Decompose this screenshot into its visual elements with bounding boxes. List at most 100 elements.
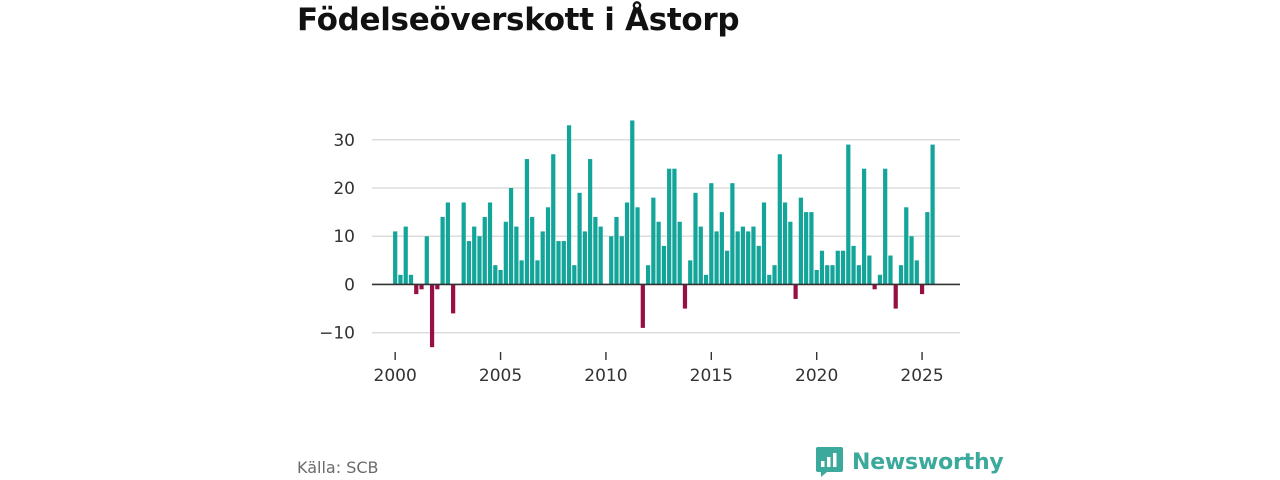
bar-positive xyxy=(582,231,587,285)
bar-positive xyxy=(551,154,556,285)
bar-positive xyxy=(798,197,803,285)
bar-positive xyxy=(466,241,472,285)
bar-positive xyxy=(746,231,751,285)
bar-positive xyxy=(614,216,619,285)
bar-positive xyxy=(503,221,508,285)
x-tick-label: 2015 xyxy=(690,366,733,386)
y-tick-label: 10 xyxy=(333,227,355,247)
bar-positive xyxy=(777,154,782,285)
bar-positive xyxy=(693,192,698,285)
bar-positive xyxy=(651,197,656,285)
bar-positive xyxy=(540,231,545,285)
bar-positive xyxy=(393,231,398,285)
x-tick-label: 2025 xyxy=(900,366,943,386)
bar-positive xyxy=(740,226,746,285)
bar-positive xyxy=(751,226,756,285)
bar-positive xyxy=(593,216,598,285)
bar-positive xyxy=(883,168,888,285)
brand-name: Newsworthy xyxy=(852,449,1004,475)
bar-positive xyxy=(756,245,761,285)
bar-positive xyxy=(846,144,851,285)
bar-positive xyxy=(524,159,530,285)
bar-positive xyxy=(661,245,666,285)
bar-negative xyxy=(435,284,440,290)
bar-negative xyxy=(793,284,798,299)
bar-positive xyxy=(856,265,861,285)
bar-positive xyxy=(825,265,830,285)
bar-positive xyxy=(630,120,635,285)
bar-negative xyxy=(640,284,645,328)
bar-positive xyxy=(851,245,856,285)
bar-positive xyxy=(767,274,772,285)
y-tick-label: −10 xyxy=(319,324,355,344)
y-tick-label: 0 xyxy=(344,275,355,295)
bar-positive xyxy=(909,236,914,285)
bar-negative xyxy=(429,284,435,348)
bar-positive xyxy=(498,270,503,285)
bar-positive xyxy=(877,274,883,285)
bar-positive xyxy=(535,260,540,285)
x-tick-label: 2005 xyxy=(479,366,522,386)
bar-positive xyxy=(688,260,693,285)
bar-positive xyxy=(482,216,487,285)
bar-positive xyxy=(804,212,809,285)
bar-positive xyxy=(445,202,450,285)
bar-positive xyxy=(645,265,651,285)
bar-positive xyxy=(624,202,630,285)
source-note: Källa: SCB xyxy=(297,458,379,477)
bar-positive xyxy=(782,202,788,285)
bar-positive xyxy=(572,265,577,285)
bar-positive xyxy=(508,188,514,285)
bar-positive xyxy=(888,255,893,285)
bar-positive xyxy=(809,212,814,285)
bar-positive xyxy=(635,207,640,285)
newsworthy-logo-icon xyxy=(816,447,843,477)
bar-positive xyxy=(487,202,493,285)
bar-negative xyxy=(419,284,424,290)
bar-positive xyxy=(714,231,719,285)
bar-positive xyxy=(819,250,825,285)
bar-positive xyxy=(403,226,408,285)
bar-positive xyxy=(914,260,919,285)
bar-positive xyxy=(461,202,466,285)
bar-positive xyxy=(904,207,909,285)
bar-positive xyxy=(930,144,935,285)
bar-chart: −10 0 10 20 30 2000 2005 2010 2015 2020 2025 xyxy=(319,120,960,386)
bar-positive xyxy=(667,168,672,285)
bar-positive xyxy=(925,212,930,285)
bar-negative xyxy=(414,284,419,295)
bar-positive xyxy=(725,250,730,285)
bar-positive xyxy=(493,265,498,285)
x-tick-label: 2010 xyxy=(584,366,627,386)
bar-positive xyxy=(577,192,582,285)
bar-positive xyxy=(761,202,767,285)
bar-positive xyxy=(709,183,714,285)
bar-positive xyxy=(609,236,614,285)
bar-positive xyxy=(472,226,477,285)
bar-negative xyxy=(682,284,688,309)
bar-positive xyxy=(556,241,561,285)
bar-positive xyxy=(814,270,819,285)
bar-positive xyxy=(398,274,403,285)
bar-positive xyxy=(698,226,703,285)
x-tick-label: 2020 xyxy=(795,366,838,386)
bar-positive xyxy=(408,274,414,285)
bar-positive xyxy=(477,236,482,285)
bar-positive xyxy=(862,168,867,285)
bar-positive xyxy=(772,265,777,285)
bar-positive xyxy=(830,265,835,285)
chart-title: Födelseöverskott i Åstorp xyxy=(297,2,740,38)
bar-positive xyxy=(867,255,872,285)
bar-positive xyxy=(719,212,724,285)
bar-negative xyxy=(893,284,898,309)
bar-positive xyxy=(677,221,682,285)
bar-positive xyxy=(598,226,603,285)
bar-positive xyxy=(619,236,624,285)
bar-positive xyxy=(514,226,519,285)
newsworthy-brand: Newsworthy xyxy=(815,446,1004,478)
y-tick-label: 20 xyxy=(333,179,355,199)
bar-positive xyxy=(561,241,566,285)
y-tick-label: 30 xyxy=(333,131,355,151)
bar-positive xyxy=(788,221,793,285)
bar-positive xyxy=(840,250,846,285)
